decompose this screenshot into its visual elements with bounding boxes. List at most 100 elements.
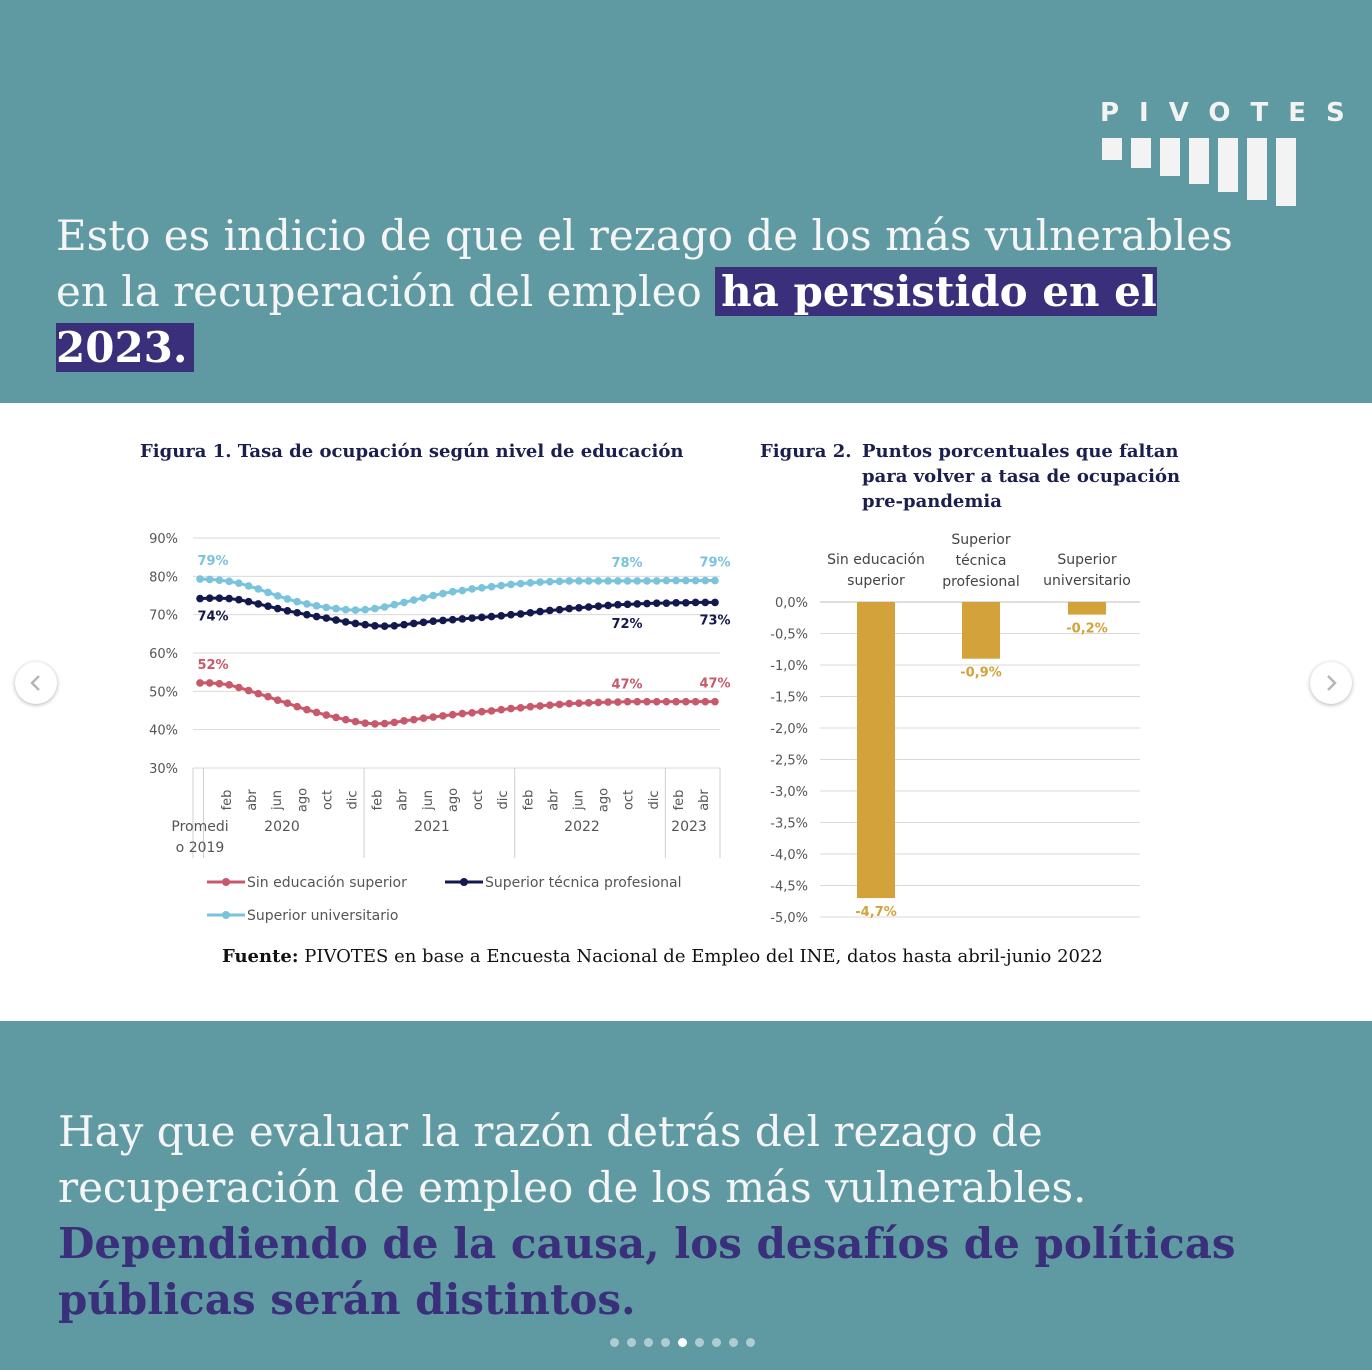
- data-point: [507, 610, 515, 619]
- x-tick-label: jun: [421, 790, 436, 811]
- category-label: profesional: [942, 574, 1020, 590]
- data-point: [361, 605, 369, 614]
- data-point: [594, 698, 603, 707]
- carousel-dot[interactable]: [661, 1338, 670, 1347]
- data-point: [633, 600, 642, 608]
- data-point: [633, 697, 642, 706]
- data-point: [361, 620, 369, 629]
- y-tick-label: 70%: [149, 609, 178, 624]
- carousel-dot[interactable]: [627, 1338, 636, 1347]
- y-tick-label: -3,5%: [770, 817, 808, 832]
- data-point: [244, 597, 253, 606]
- carousel-dot[interactable]: [712, 1338, 721, 1347]
- figure2-title: Puntos porcentuales que faltan para volv…: [862, 439, 1180, 514]
- data-point: [575, 603, 583, 612]
- carousel-dot[interactable]: [729, 1338, 738, 1347]
- data-point: [235, 595, 243, 604]
- data-point: [643, 697, 651, 706]
- data-point: [225, 681, 233, 689]
- data-point: [682, 598, 690, 607]
- data-point: [273, 592, 282, 600]
- data-label: 47%: [611, 677, 642, 692]
- data-point: [584, 699, 593, 707]
- data-point: [507, 580, 515, 589]
- data-point: [594, 577, 603, 585]
- x-tick-label: jun: [571, 790, 586, 811]
- category-label: Sin educación: [827, 552, 925, 568]
- chart-panel: [0, 403, 1372, 1021]
- data-point: [264, 692, 272, 701]
- data-point: [565, 604, 574, 613]
- data-point: [332, 713, 340, 722]
- data-point: [565, 699, 574, 708]
- next-slide-button[interactable]: [1310, 662, 1352, 704]
- data-point: [244, 686, 253, 695]
- data-point: [448, 710, 457, 719]
- data-point: [409, 715, 418, 724]
- data-point: [371, 720, 379, 728]
- data-point: [536, 607, 544, 616]
- data-point: [487, 612, 496, 621]
- carousel-dot[interactable]: [678, 1338, 687, 1347]
- x-tick-label: oct: [622, 790, 637, 810]
- x-tick-label: abr: [245, 789, 260, 811]
- data-label: 47%: [699, 677, 730, 692]
- category-label: universitario: [1043, 573, 1131, 589]
- header-panel: PIVOTES Esto es indicio de que el rezago…: [0, 0, 1372, 403]
- data-point: [614, 600, 622, 609]
- data-point: [380, 719, 389, 728]
- figure1-title: Figura 1. Tasa de ocupación según nivel …: [140, 441, 684, 462]
- data-point: [691, 576, 700, 585]
- data-point: [322, 614, 331, 622]
- figure2-bar-chart: 0,0% -0,5% -1,0% -1,5% -2,0% -2,5% -3,0% -3,5% -…: [770, 532, 1140, 926]
- data-point: [196, 679, 204, 687]
- data-point: [526, 579, 535, 587]
- data-point: [536, 702, 544, 710]
- prev-slide-button[interactable]: [15, 662, 57, 704]
- data-point: [371, 621, 379, 630]
- x-tick-label: feb: [220, 790, 235, 811]
- data-label: 78%: [611, 556, 642, 571]
- x-tick-label: abr: [697, 789, 712, 811]
- source-label: Fuente:: [222, 946, 299, 967]
- y-tick-label: -5,0%: [770, 911, 808, 926]
- data-point: [497, 581, 506, 590]
- y-tick-label: -2,0%: [770, 722, 808, 737]
- data-point: [546, 701, 554, 709]
- data-point: [623, 600, 632, 609]
- x-group-label: 2020: [264, 819, 300, 835]
- data-point: [254, 689, 263, 698]
- figure2-title-line: Puntos porcentuales que faltan: [862, 441, 1179, 462]
- data-point: [390, 600, 399, 609]
- x-tick-label: feb: [521, 790, 536, 811]
- data-point: [546, 577, 554, 586]
- bar: [962, 602, 1000, 659]
- x-group-label: Promedi: [171, 819, 228, 835]
- carousel-dot[interactable]: [610, 1338, 619, 1347]
- data-point: [458, 709, 467, 718]
- data-point: [400, 598, 408, 607]
- data-point: [643, 599, 651, 608]
- data-point: [662, 599, 671, 607]
- data-label: -0,2%: [1066, 622, 1107, 637]
- footer-panel: Hay que evaluar la razón detrás del reza…: [0, 1021, 1372, 1370]
- data-point: [555, 605, 564, 614]
- carousel-dot[interactable]: [644, 1338, 653, 1347]
- x-tick-label: feb: [371, 790, 386, 811]
- carousel-dot[interactable]: [695, 1338, 704, 1347]
- headline: Esto es indicio de que el rezago de los …: [56, 208, 1256, 376]
- carousel-dot[interactable]: [746, 1338, 755, 1347]
- data-label: 79%: [699, 556, 730, 571]
- data-point: [439, 616, 447, 625]
- x-group-label: 2023: [671, 819, 707, 835]
- legend-swatch-marker: [460, 878, 468, 886]
- data-point: [429, 713, 438, 721]
- data-point: [652, 577, 661, 585]
- data-point: [380, 622, 389, 630]
- data-point: [487, 582, 496, 591]
- data-point: [516, 704, 525, 712]
- data-point: [332, 604, 340, 613]
- data-point: [273, 696, 282, 704]
- data-point: [575, 577, 583, 585]
- data-point: [283, 595, 292, 603]
